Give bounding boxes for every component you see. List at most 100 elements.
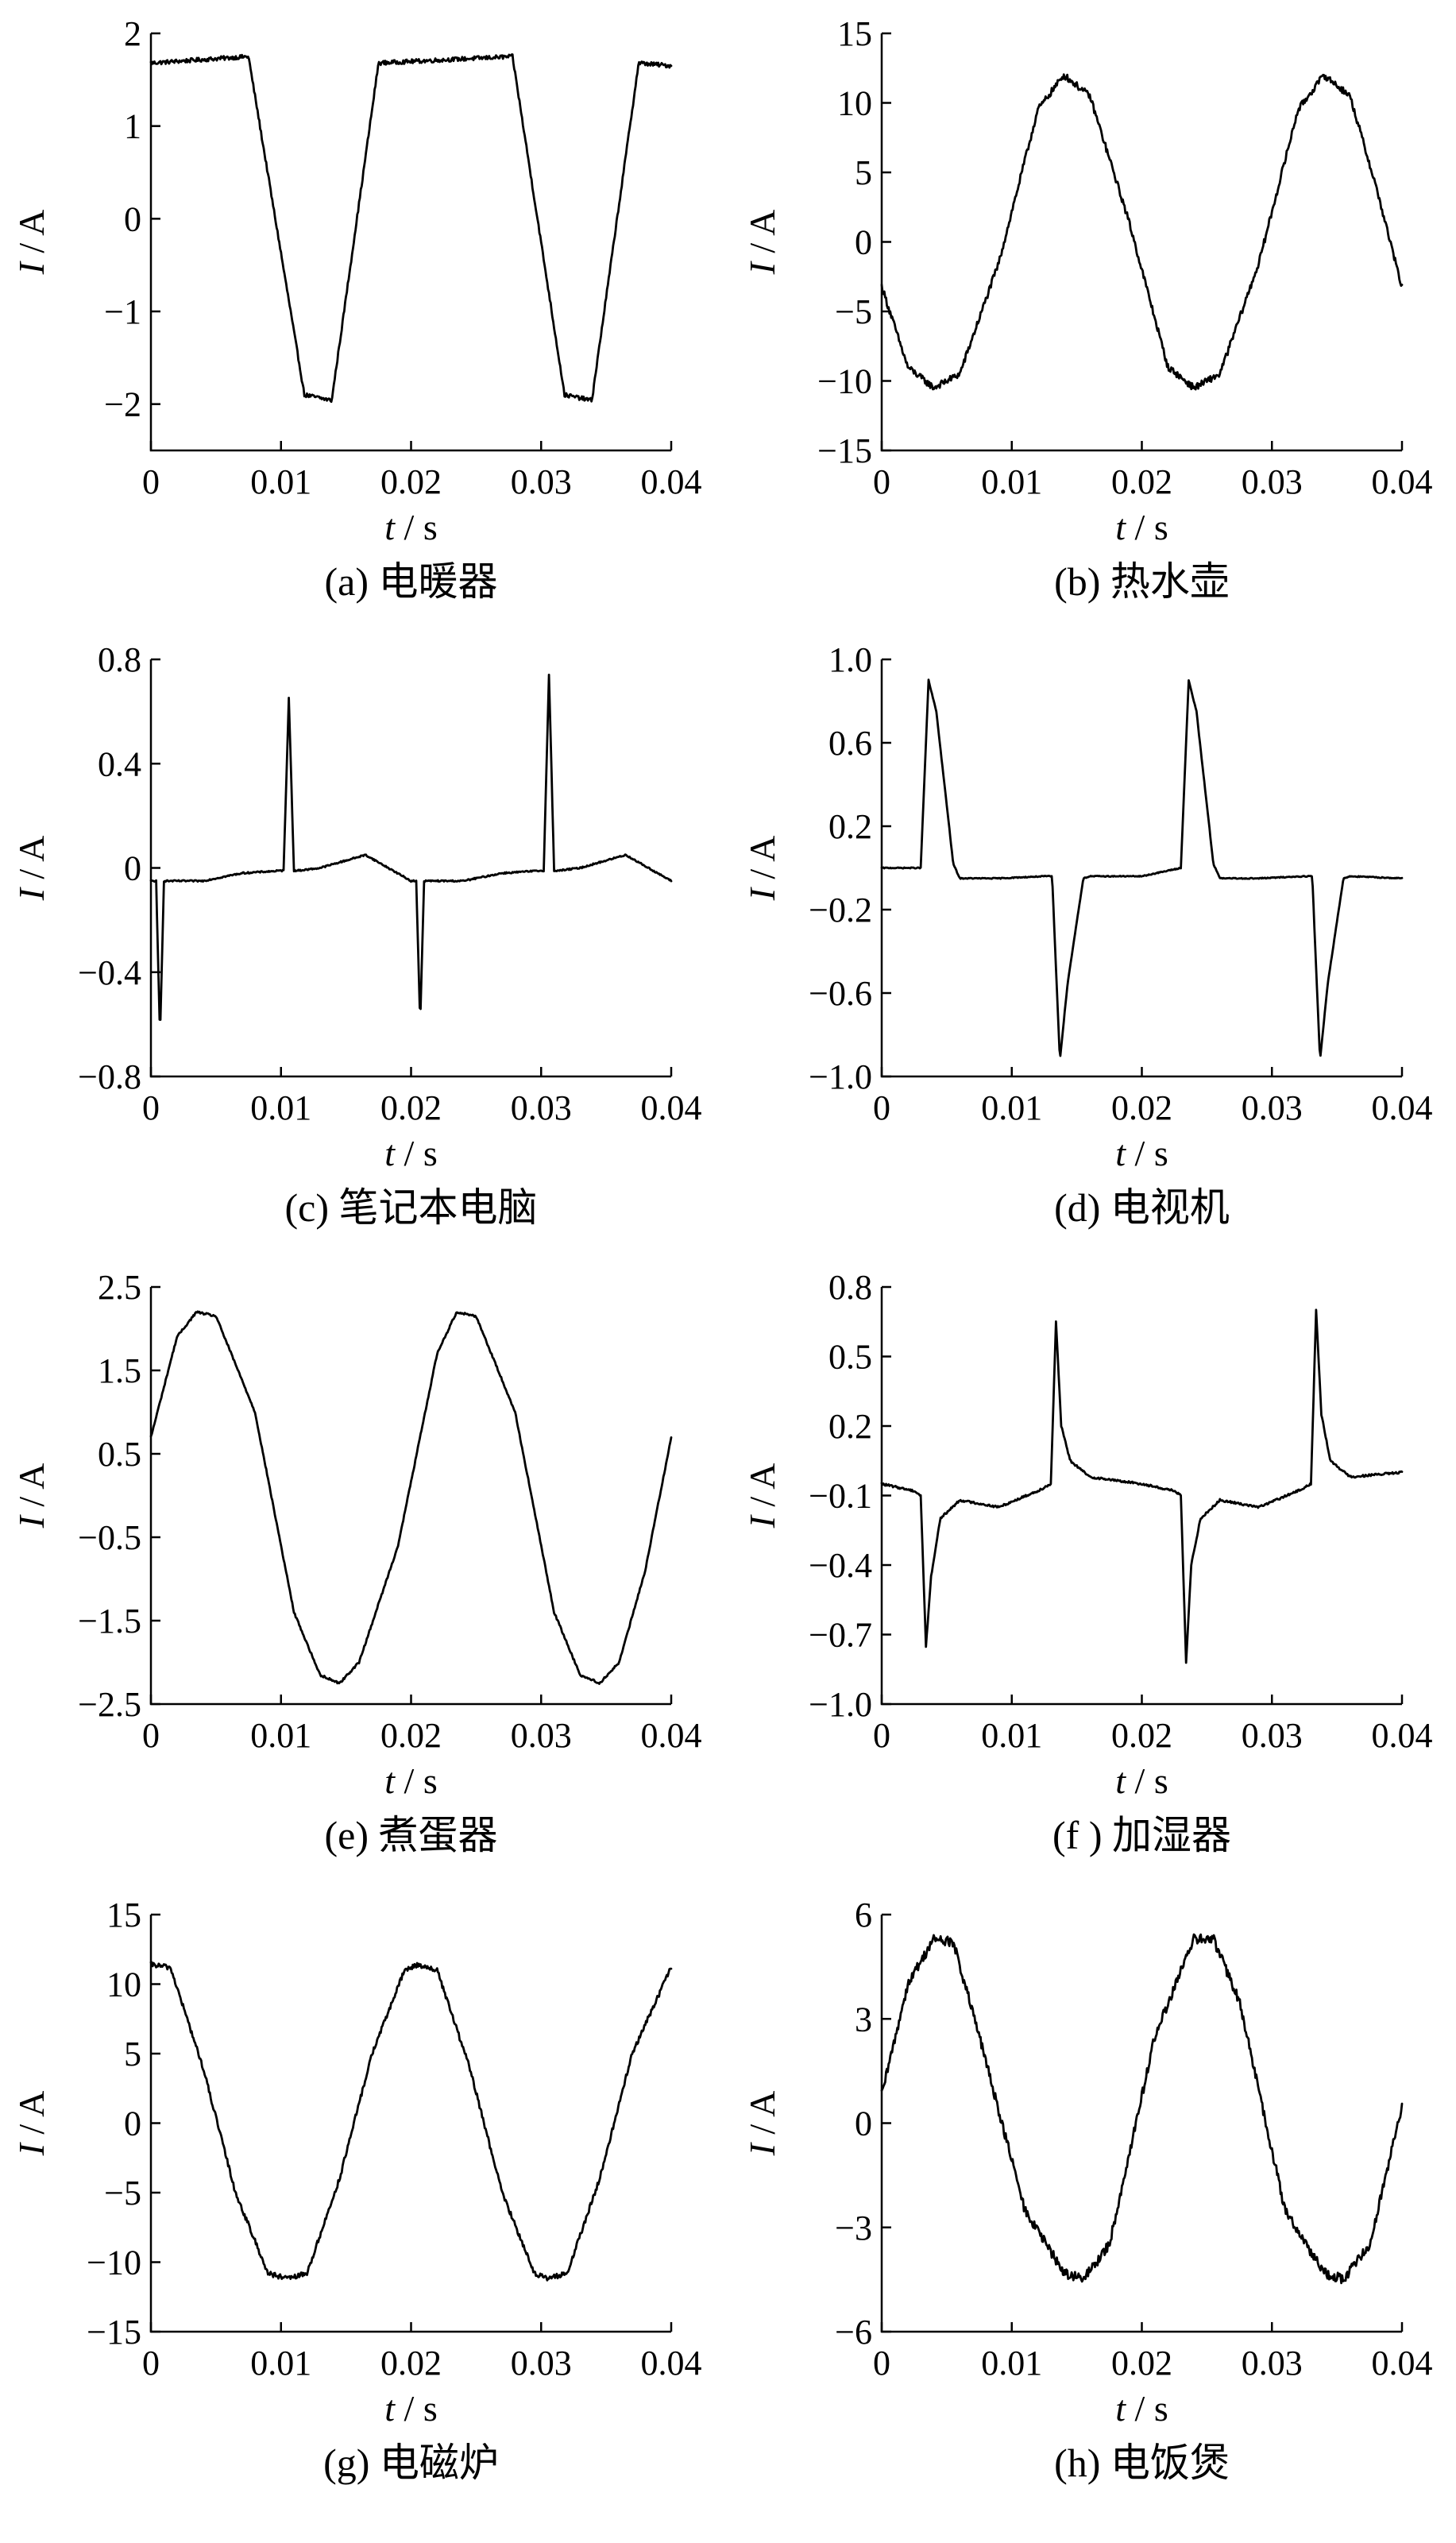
- x-tick-label: 0: [873, 1088, 890, 1127]
- x-axis-title: t / s: [384, 507, 437, 547]
- panel-caption: (h) 电饭煲: [1054, 2441, 1230, 2485]
- series-line: [880, 1933, 1404, 2285]
- y-tick-label: −10: [87, 2243, 141, 2282]
- x-tick-label: 0.01: [981, 1088, 1042, 1127]
- y-tick-label: −0.8: [78, 1057, 141, 1096]
- series-line: [149, 1961, 673, 2282]
- y-axis-title: I / A: [742, 836, 782, 902]
- x-axis-title: t / s: [1115, 507, 1168, 547]
- panel-h: 630−3−60 0.01 0.02 0.03 0.04t / sI / A(h) 电饭…: [742, 1896, 1433, 2485]
- series-line: [149, 1310, 673, 1685]
- y-tick-label: 10: [837, 84, 872, 123]
- y-tick-label: 0.8: [828, 1268, 872, 1307]
- x-tick-label: 0: [873, 462, 890, 501]
- x-tick-label: 0: [873, 2344, 890, 2383]
- y-tick-label: 0: [855, 2104, 872, 2143]
- x-tick-label: 0.04: [1372, 462, 1433, 501]
- x-tick-label: 0.02: [380, 1716, 442, 1755]
- y-tick-label: 0.5: [828, 1338, 872, 1377]
- y-axis-title: I / A: [11, 836, 52, 902]
- panel-caption: (e) 煮蛋器: [325, 1813, 498, 1857]
- x-tick-label: 0: [142, 462, 160, 501]
- x-tick-label: 0.01: [250, 1716, 311, 1755]
- y-tick-label: 0.8: [98, 640, 141, 679]
- x-tick-label: 0.04: [1372, 1088, 1433, 1127]
- y-tick-label: 1: [124, 107, 141, 146]
- y-tick-label: −0.5: [78, 1518, 141, 1557]
- x-tick-label: 0.03: [511, 1088, 572, 1127]
- series-line: [149, 53, 673, 404]
- y-tick-label: 10: [106, 1965, 141, 2004]
- y-tick-label: −5: [104, 2174, 141, 2213]
- x-tick-label: 0.04: [641, 462, 702, 501]
- panel-e: 2.5 1.5 0.5 −0.5 −1.5 −2.50 0.01 0.02 0.03 0.04 t …: [11, 1268, 702, 1857]
- y-tick-label: 1.0: [828, 640, 872, 679]
- x-tick-label: 0.03: [511, 462, 572, 501]
- series-line: [880, 1308, 1404, 1664]
- panel-c: 0.80.40−0.4−0.80 0.01 0.02 0.03 0.04t / sI /…: [11, 640, 702, 1230]
- y-tick-label: 5: [124, 2035, 141, 2073]
- x-tick-label: 0: [873, 1716, 890, 1755]
- x-tick-label: 0.04: [641, 1088, 702, 1127]
- panel-caption: (b) 热水壶: [1054, 559, 1230, 604]
- x-tick-label: 0.04: [1372, 1716, 1433, 1755]
- panel-caption: (a) 电暖器: [325, 559, 498, 604]
- y-tick-label: 6: [855, 1896, 872, 1934]
- panel-caption: (f ) 加湿器: [1052, 1813, 1231, 1857]
- y-tick-label: −0.4: [809, 1546, 872, 1585]
- x-axis-title: t / s: [1115, 1133, 1168, 1173]
- y-tick-label: 2.5: [98, 1268, 141, 1307]
- y-axis-title: I / A: [742, 2091, 782, 2157]
- y-tick-label: 0: [855, 223, 872, 262]
- y-tick-label: −1.5: [78, 1602, 141, 1641]
- axes-frame: [880, 1287, 1402, 1706]
- x-tick-label: 0: [142, 2344, 160, 2383]
- x-tick-label: 0.04: [641, 1716, 702, 1755]
- x-tick-label: 0: [142, 1716, 160, 1755]
- y-tick-label: −6: [835, 2313, 872, 2352]
- y-tick-label: −3: [835, 2209, 872, 2247]
- x-tick-label: 0.01: [250, 2344, 311, 2383]
- x-tick-label: 0.04: [1372, 2344, 1433, 2383]
- panel-f: 0.8 0.5 0.2 −0.1 −0.4 −0.7 −1.00 0.01 0.02 0.03 0.…: [742, 1268, 1433, 1857]
- x-axis-title: t / s: [384, 1760, 437, 1801]
- x-tick-label: 0.02: [380, 1088, 442, 1127]
- y-tick-label: 1.5: [98, 1351, 141, 1390]
- x-tick-label: 0.03: [1242, 1088, 1303, 1127]
- y-tick-label: −1.0: [809, 1057, 872, 1096]
- x-tick-label: 0.02: [1111, 2344, 1172, 2383]
- panel-d: 1.0 0.6 0.2 −0.2 −0.6 −1.00 0.01 0.02 0.03 0.04 t …: [742, 640, 1433, 1230]
- y-tick-label: 0.5: [98, 1435, 141, 1474]
- panel-caption: (g) 电磁炉: [323, 2441, 499, 2485]
- y-tick-label: −0.2: [809, 891, 872, 929]
- y-tick-label: −0.6: [809, 974, 872, 1013]
- panel-caption: (d) 电视机: [1054, 1185, 1230, 1230]
- y-tick-label: 5: [855, 153, 872, 192]
- x-tick-label: 0: [142, 1088, 160, 1127]
- y-tick-label: −1.0: [809, 1685, 872, 1724]
- axes-frame: [149, 1915, 671, 2333]
- y-tick-label: 15: [837, 14, 872, 53]
- y-tick-label: 0.6: [828, 724, 872, 763]
- panel-caption: (c) 笔记本电脑: [285, 1185, 538, 1230]
- x-tick-label: 0.01: [981, 1716, 1042, 1755]
- x-tick-label: 0.02: [380, 462, 442, 501]
- x-tick-label: 0.01: [250, 1088, 311, 1127]
- y-tick-label: 2: [124, 14, 141, 53]
- y-tick-label: 0: [124, 2104, 141, 2143]
- axes-frame: [149, 659, 671, 1078]
- x-tick-label: 0.01: [981, 462, 1042, 501]
- y-tick-label: 3: [855, 2000, 872, 2039]
- x-tick-label: 0.02: [1111, 1716, 1172, 1755]
- y-axis-title: I / A: [742, 1463, 782, 1529]
- x-tick-label: 0.03: [1242, 1716, 1303, 1755]
- y-tick-label: 15: [106, 1896, 141, 1934]
- y-axis-title: I / A: [11, 1463, 52, 1529]
- series-line: [880, 73, 1404, 391]
- axes-frame: [880, 33, 1402, 452]
- x-tick-label: 0.03: [1242, 462, 1303, 501]
- series-line: [149, 674, 673, 1021]
